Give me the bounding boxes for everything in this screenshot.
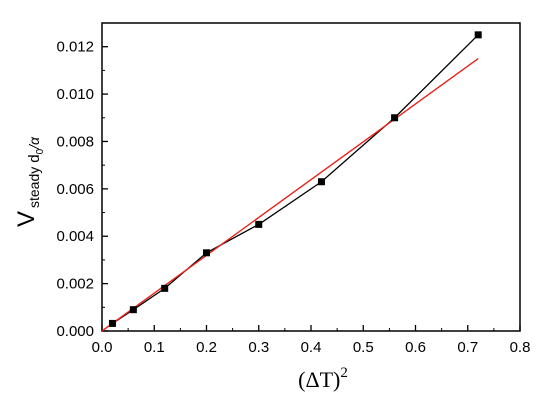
x-tick-label: 0.3 [248,339,269,356]
data-point-marker [129,306,137,314]
y-axis-title: Vsteadyd0/α [13,136,46,227]
data-point-marker [108,319,116,327]
y-tick-label: 0.008 [56,133,94,150]
data-point-marker [391,114,399,122]
x-tick-label: 0.5 [353,339,374,356]
x-tick-label: 0.1 [144,339,165,356]
y-tick-label: 0.006 [56,181,94,198]
x-tick-label: 0.4 [301,339,322,356]
y-tick-label: 0.012 [56,39,94,56]
data-point-marker [161,284,169,292]
series-layer [101,31,482,332]
data-point-marker [255,220,263,228]
x-tick-label: 0.8 [510,339,531,356]
data-point-marker [317,178,325,186]
y-tick-label: 0.002 [56,276,94,293]
x-tick-label: 0.7 [457,339,478,356]
data-point-marker [203,249,210,257]
x-tick-label: 0.0 [92,339,113,356]
y-tick-label: 0.004 [56,228,94,245]
y-tick-label: 0.000 [56,323,94,340]
y-axis-ticks: 0.000 0.002 0.004 0.006 0.008 0.010 0.012 [56,39,108,340]
x-tick-label: 0.6 [405,339,426,356]
fit-line [101,57,479,332]
x-axis-ticks: 0.0 0.1 0.2 0.3 0.4 0.5 0.6 0.7 0.8 [92,325,531,356]
data-point-marker [474,31,482,39]
x-axis-title: (ΔT)2 [298,365,348,392]
y-tick-label: 0.010 [56,86,94,103]
x-tick-label: 0.2 [196,339,217,356]
data-series-line [112,34,479,324]
